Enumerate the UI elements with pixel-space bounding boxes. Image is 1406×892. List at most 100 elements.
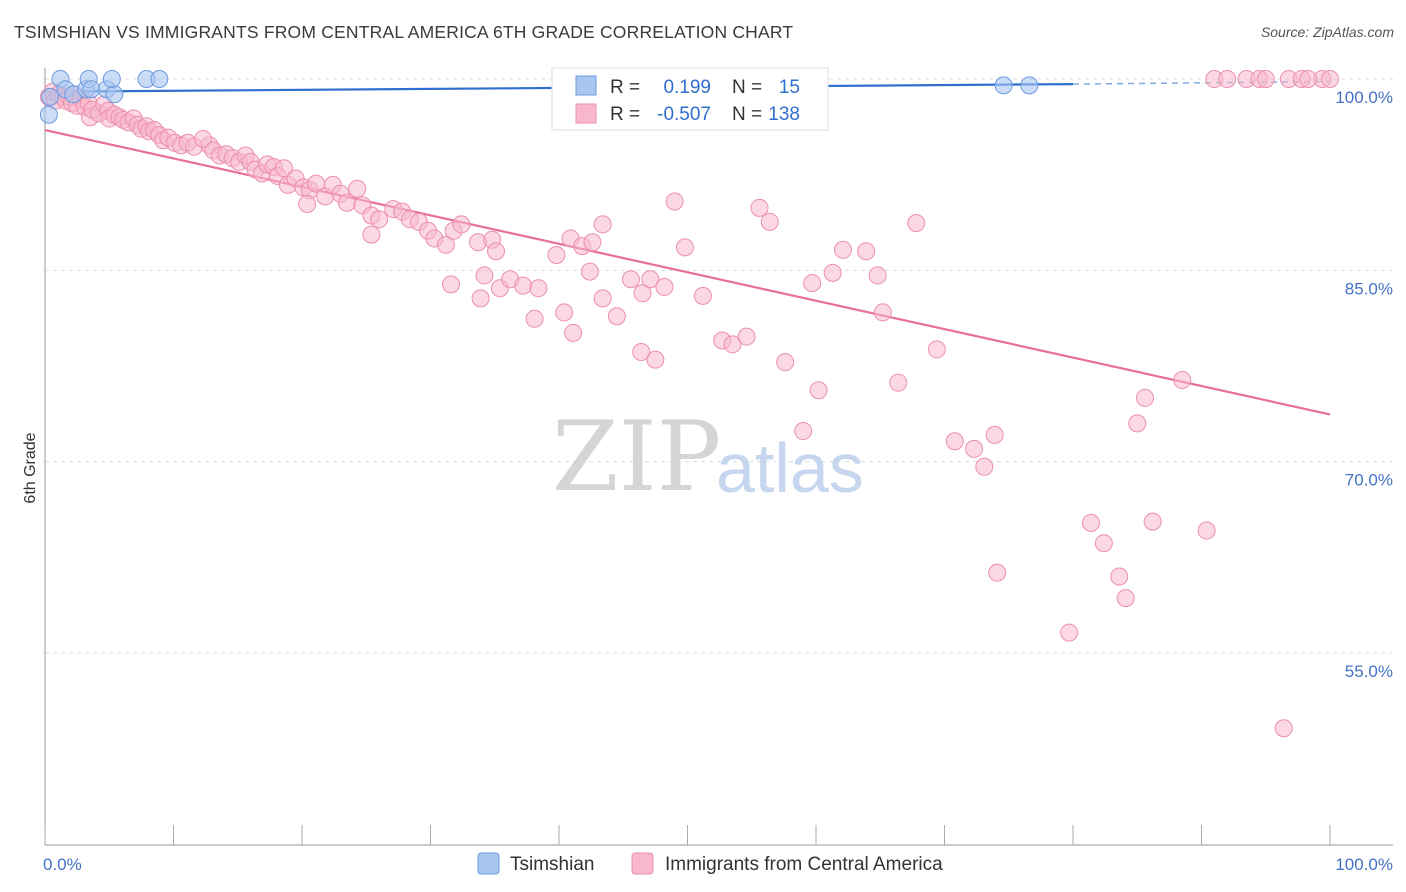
stats-n-label-1: N =: [732, 77, 762, 98]
legend-key-immigrants: [631, 852, 654, 875]
point-immigrants-147: [1299, 70, 1318, 88]
point-immigrants-59: [337, 193, 356, 212]
trend-line-immigrants: [44, 128, 1331, 416]
stats-n-value-2: 138: [768, 104, 800, 125]
series-tsimshian-points[interactable]: [39, 70, 1039, 124]
point-immigrants-75: [487, 242, 506, 261]
legend-swatch-pink: [575, 103, 597, 124]
point-immigrants-60: [348, 179, 367, 198]
y-tick-label-1: 85.0%: [1345, 279, 1393, 298]
point-immigrants-136: [1197, 521, 1216, 540]
point-immigrants-72: [452, 215, 471, 234]
point-tsimshian-14: [1020, 76, 1039, 95]
point-immigrants-115: [833, 240, 852, 259]
stats-n-label-2: N =: [732, 104, 762, 125]
point-immigrants-79: [475, 266, 494, 285]
point-immigrants-128: [1081, 513, 1100, 532]
point-immigrants-117: [868, 266, 887, 285]
point-immigrants-121: [927, 340, 946, 359]
point-immigrants-84: [529, 279, 548, 298]
point-immigrants-77: [298, 195, 317, 214]
series-immigrants-points[interactable]: [39, 70, 1339, 738]
point-immigrants-93: [580, 262, 599, 281]
point-immigrants-99: [655, 277, 674, 296]
point-immigrants-110: [776, 353, 795, 372]
point-immigrants-92: [564, 323, 583, 342]
legend-key-tsimshian: [477, 852, 500, 875]
stats-r-label-1: R =: [610, 77, 640, 98]
source-credit: Source: ZipAtlas.com: [1260, 24, 1394, 40]
point-immigrants-37: [194, 129, 213, 148]
point-immigrants-96: [621, 270, 640, 289]
stats-legend: R = 0.199 N = 15 R = -0.507 N = 138: [551, 67, 829, 131]
watermark-atlas: atlas: [716, 429, 864, 507]
stats-r-label-2: R =: [610, 104, 640, 125]
point-immigrants-108: [750, 198, 769, 217]
point-immigrants-135: [1173, 371, 1192, 390]
point-immigrants-131: [1116, 589, 1135, 608]
point-immigrants-120: [907, 214, 926, 233]
point-immigrants-104: [693, 286, 712, 305]
stats-r-value-2: -0.507: [657, 104, 711, 125]
point-immigrants-133: [1135, 388, 1154, 407]
legend-label-immigrants: Immigrants from Central America: [665, 854, 943, 875]
point-immigrants-127: [1060, 623, 1079, 642]
point-immigrants-125: [985, 425, 1004, 444]
y-tick-label-2: 70.0%: [1345, 471, 1393, 490]
point-tsimshian-1: [39, 105, 58, 124]
y-axis-title: 6th Grade: [22, 432, 39, 503]
point-immigrants-89: [583, 233, 602, 252]
point-immigrants-98: [641, 270, 660, 289]
point-immigrants-116: [857, 242, 876, 261]
point-immigrants-63: [370, 210, 389, 229]
point-immigrants-123: [965, 439, 984, 458]
legend-swatch-blue: [575, 75, 597, 96]
point-tsimshian-9: [105, 85, 124, 104]
axes: [44, 68, 1393, 846]
point-immigrants-70: [436, 235, 455, 254]
point-immigrants-109: [760, 212, 779, 231]
point-immigrants-78: [442, 275, 461, 294]
point-immigrants-146: [1321, 70, 1339, 88]
point-immigrants-91: [555, 303, 574, 322]
point-immigrants-130: [1110, 567, 1129, 586]
watermark-zip: ZIP: [552, 401, 721, 513]
point-tsimshian-0: [41, 87, 60, 106]
point-immigrants-113: [809, 381, 828, 400]
point-immigrants-111: [803, 274, 822, 293]
point-immigrants-80: [471, 289, 490, 308]
point-immigrants-95: [607, 307, 626, 326]
point-tsimshian-13: [994, 76, 1013, 95]
x-tick-label-0: 0.0%: [43, 855, 82, 874]
point-immigrants-114: [823, 263, 842, 282]
point-immigrants-122: [945, 432, 964, 451]
point-immigrants-101: [646, 350, 665, 369]
point-immigrants-137: [1274, 719, 1293, 738]
point-immigrants-112: [794, 422, 813, 441]
point-immigrants-86: [547, 246, 566, 265]
stats-r-value-1: 0.199: [663, 77, 711, 98]
point-immigrants-139: [1218, 70, 1237, 88]
point-immigrants-142: [1256, 70, 1275, 88]
point-immigrants-132: [1128, 414, 1147, 433]
chart-title: TSIMSHIAN VS IMMIGRANTS FROM CENTRAL AME…: [14, 22, 794, 42]
point-immigrants-100: [632, 342, 651, 361]
point-immigrants-97: [633, 284, 652, 303]
point-tsimshian-10: [102, 70, 121, 88]
point-immigrants-102: [665, 192, 684, 211]
x-tick-label-1: 100.0%: [1335, 855, 1393, 874]
point-tsimshian-12: [150, 70, 169, 88]
point-immigrants-124: [975, 457, 994, 476]
stats-n-value-1: 15: [779, 77, 800, 98]
y-tick-label-0: 100.0%: [1335, 88, 1393, 107]
series-legend: Tsimshian Immigrants from Central Americ…: [477, 852, 943, 875]
point-immigrants-126: [988, 563, 1007, 582]
tick-labels: 100.0% 85.0% 70.0% 55.0% 0.0% 100.0%: [43, 88, 1393, 874]
point-immigrants-134: [1143, 512, 1162, 531]
point-immigrants-85: [525, 309, 544, 328]
point-immigrants-106: [723, 335, 742, 354]
point-immigrants-107: [737, 327, 756, 346]
point-immigrants-76: [362, 225, 381, 244]
point-immigrants-103: [675, 238, 694, 257]
